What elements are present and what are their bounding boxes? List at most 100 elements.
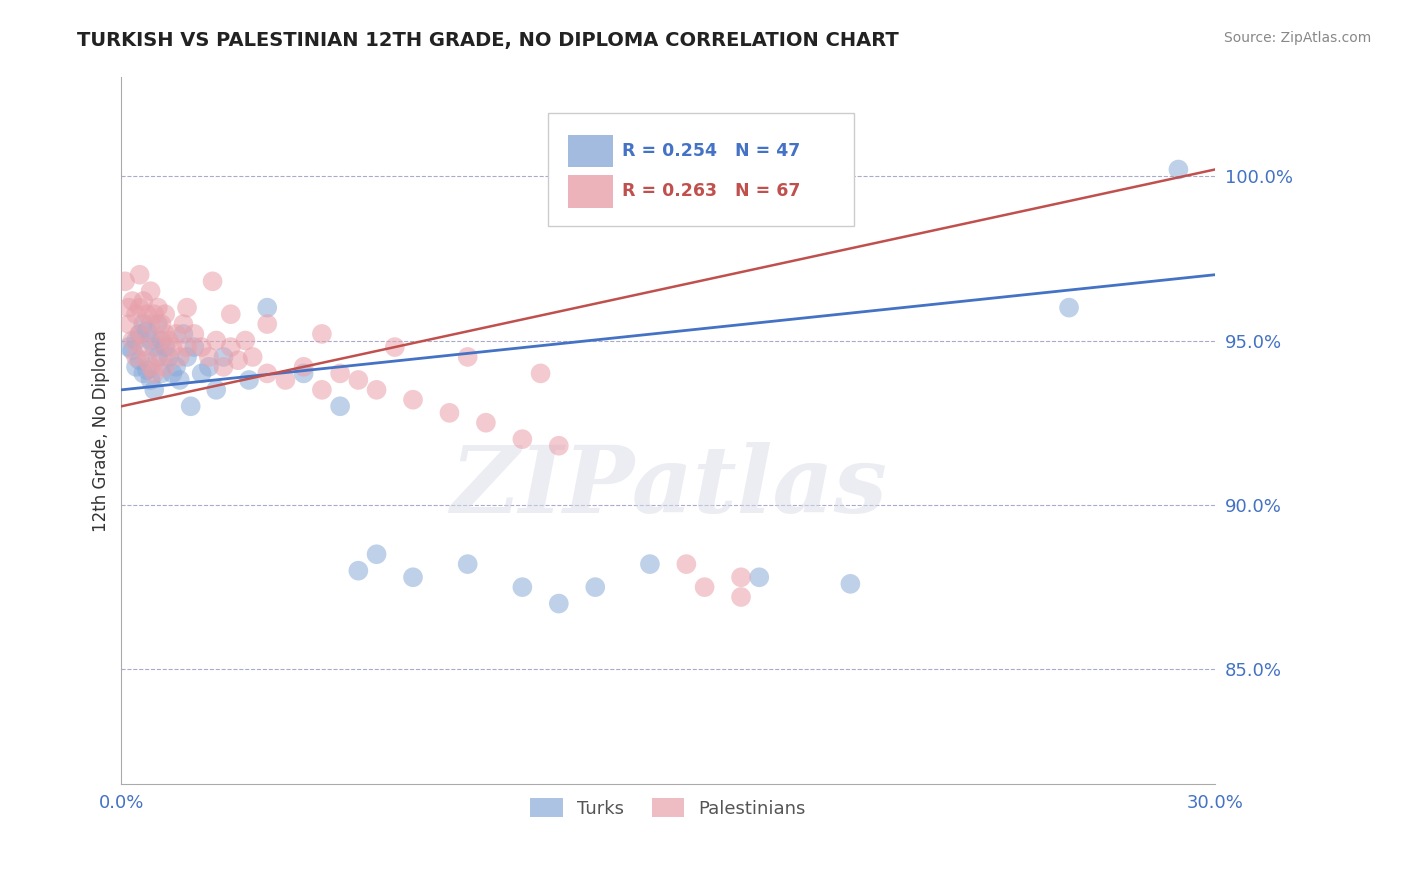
Point [475, 416, 498, 430]
Point [128, 326, 150, 341]
Point [118, 301, 141, 315]
Point [329, 367, 352, 381]
Point [136, 307, 159, 321]
Text: R = 0.254   N = 47: R = 0.254 N = 47 [623, 142, 800, 160]
Point [212, 350, 235, 364]
Point [162, 340, 184, 354]
Point [183, 326, 205, 341]
Point [136, 363, 159, 377]
Point [201, 274, 224, 288]
Point [176, 350, 198, 364]
Point [190, 340, 212, 354]
Point [329, 399, 352, 413]
FancyBboxPatch shape [568, 175, 613, 208]
Point [150, 317, 173, 331]
Point [139, 373, 162, 387]
Point [198, 350, 221, 364]
Point [212, 359, 235, 374]
Point [169, 373, 191, 387]
Point [125, 350, 148, 364]
Point [439, 406, 461, 420]
Point [157, 350, 180, 364]
Point [512, 580, 534, 594]
Point [292, 367, 315, 381]
Point [139, 317, 162, 331]
Point [132, 367, 155, 381]
Point [205, 334, 228, 348]
Text: Source: ZipAtlas.com: Source: ZipAtlas.com [1223, 31, 1371, 45]
Point [132, 293, 155, 308]
Point [198, 359, 221, 374]
Point [512, 432, 534, 446]
Point [219, 340, 242, 354]
Point [176, 301, 198, 315]
Point [128, 301, 150, 315]
Point [547, 597, 569, 611]
Point [311, 383, 333, 397]
Point [143, 307, 166, 321]
Point [153, 359, 176, 374]
Point [128, 326, 150, 341]
Point [150, 350, 173, 364]
Point [139, 284, 162, 298]
Point [172, 317, 194, 331]
Point [153, 326, 176, 341]
Point [402, 570, 425, 584]
Point [675, 557, 697, 571]
Point [176, 340, 198, 354]
Point [226, 353, 249, 368]
Point [384, 340, 406, 354]
Point [146, 334, 169, 348]
Point [121, 293, 143, 308]
Point [274, 373, 297, 387]
Point [839, 577, 862, 591]
Point [132, 317, 155, 331]
Point [128, 353, 150, 368]
Point [162, 367, 184, 381]
Point [402, 392, 425, 407]
Point [153, 307, 176, 321]
Point [172, 326, 194, 341]
Point [114, 274, 136, 288]
Point [183, 340, 205, 354]
Point [347, 564, 370, 578]
Point [157, 334, 180, 348]
Point [256, 367, 278, 381]
Point [143, 367, 166, 381]
Point [457, 557, 479, 571]
Point [125, 334, 148, 348]
Text: R = 0.263   N = 67: R = 0.263 N = 67 [623, 182, 800, 201]
Point [139, 334, 162, 348]
Point [190, 367, 212, 381]
Y-axis label: 12th Grade, No Diploma: 12th Grade, No Diploma [93, 330, 110, 532]
Point [153, 340, 176, 354]
Point [347, 373, 370, 387]
Point [118, 317, 141, 331]
Point [125, 307, 148, 321]
Point [583, 580, 606, 594]
Point [238, 373, 260, 387]
FancyBboxPatch shape [568, 135, 613, 167]
Point [242, 350, 264, 364]
Point [125, 359, 148, 374]
Point [150, 334, 173, 348]
Point [121, 343, 143, 358]
Point [136, 324, 159, 338]
Point [143, 340, 166, 354]
Point [748, 153, 770, 167]
Point [219, 307, 242, 321]
Point [165, 359, 187, 374]
Point [292, 359, 315, 374]
Point [730, 570, 752, 584]
Point [693, 580, 716, 594]
Point [146, 317, 169, 331]
Point [121, 334, 143, 348]
Point [132, 340, 155, 354]
Point [638, 557, 661, 571]
Point [1057, 301, 1080, 315]
Point [146, 301, 169, 315]
Point [366, 547, 388, 561]
Point [730, 590, 752, 604]
Point [118, 340, 141, 354]
Point [457, 350, 479, 364]
